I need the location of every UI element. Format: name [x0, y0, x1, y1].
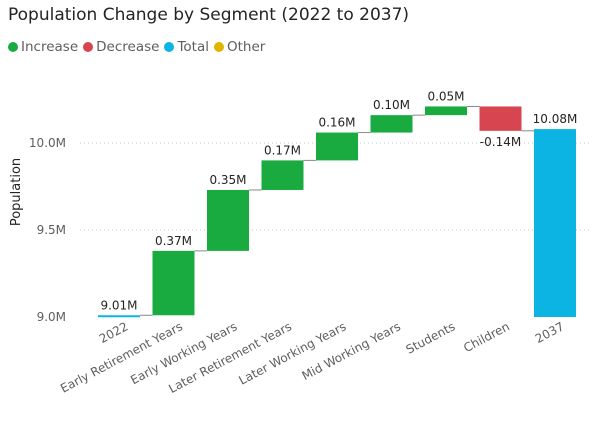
x-tick-label: Students [404, 319, 458, 356]
legend-item-increase[interactable]: Increase [8, 39, 78, 55]
data-label: 10.08M [533, 112, 578, 126]
y-tick-label: 9.5M [37, 223, 66, 237]
x-tick-label: 2022 [97, 319, 131, 346]
data-label: 0.37M [155, 234, 192, 248]
bar-students [425, 106, 467, 116]
legend: Increase Decrease Total Other [8, 39, 270, 55]
legend-label-other: Other [226, 39, 266, 55]
bar-early-retirement-years [152, 250, 195, 316]
legend-swatch-total [164, 42, 175, 52]
data-label: 9.01M [100, 298, 137, 312]
legend-swatch-increase [8, 42, 18, 52]
data-labels: 9.01M 0.37M 0.35M 0.17M 0.16M 0.10M 0.05M -0.14… [100, 89, 577, 312]
data-label: -0.14M [480, 135, 521, 149]
connectors [140, 105, 534, 316]
legend-swatch-other [213, 42, 224, 52]
legend-label-increase: Increase [21, 39, 79, 55]
bars [98, 106, 576, 318]
legend-label-decrease: Decrease [96, 39, 160, 55]
bar-children [479, 106, 522, 131]
legend-label-total: Total [177, 39, 209, 55]
data-label: 0.17M [264, 143, 301, 157]
legend-item-total[interactable]: Total [164, 39, 209, 55]
gridlines [80, 142, 590, 231]
legend-item-other[interactable]: Other [213, 39, 266, 55]
y-axis-ticks: 9.0M 9.5M 10.0M [29, 136, 66, 324]
chart-title: Population Change by Segment (2022 to 20… [8, 5, 410, 25]
data-label: 0.10M [373, 98, 410, 112]
legend-swatch-decrease [83, 42, 94, 52]
data-label: 0.16M [318, 116, 355, 130]
y-tick-label: 10.0M [29, 136, 66, 150]
x-tick-label: Children [461, 319, 512, 355]
legend-item-decrease[interactable]: Decrease [83, 39, 159, 55]
y-axis-label: Population [9, 158, 24, 226]
y-tick-label: 9.0M [37, 310, 66, 324]
data-label: 0.05M [427, 89, 464, 103]
bar-2022 [98, 315, 140, 318]
bar-later-retirement-years [261, 160, 304, 190]
data-label: 0.35M [209, 173, 246, 187]
bar-2037 [534, 129, 576, 317]
x-tick-label: 2037 [533, 319, 567, 346]
bar-early-working-years [207, 189, 249, 251]
bar-later-working-years [316, 132, 358, 161]
x-tick-label: Mid Working Years [300, 319, 403, 383]
bar-mid-working-years [370, 115, 413, 133]
